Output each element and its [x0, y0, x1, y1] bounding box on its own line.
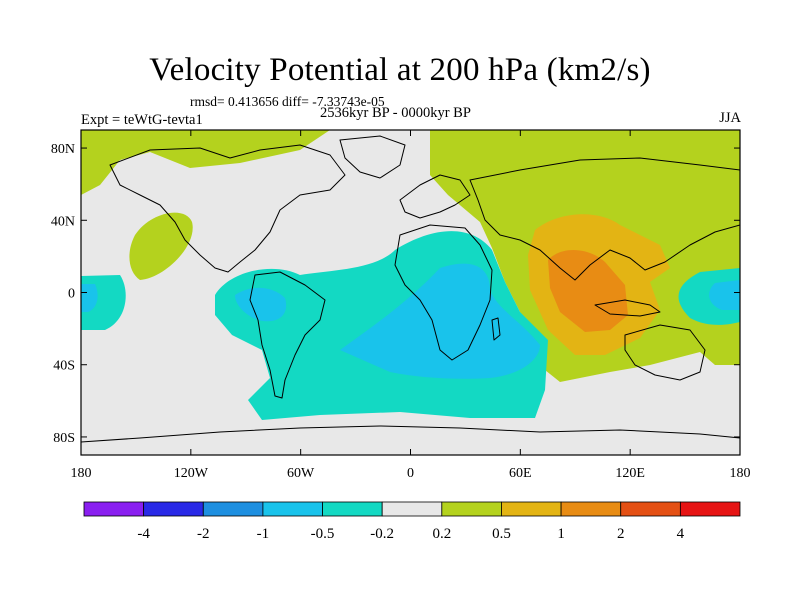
colorbar-label: -2 [197, 526, 210, 542]
colorbar-label: -1 [257, 526, 270, 542]
colorbar-swatch [441, 501, 502, 517]
lon-tick-label: 180 [730, 466, 751, 481]
colorbar: -4 -2 -1 -0.5 -0.2 0.2 0.5 1 2 4 [83, 501, 741, 542]
lon-tick-label: 60W [287, 466, 315, 481]
period-label: 2536kyr BP - 0000kyr BP [320, 105, 471, 121]
field-contours [81, 130, 740, 443]
colorbar-label: -4 [137, 526, 150, 542]
lon-tick-label: 180 [71, 466, 92, 481]
lon-tick-label: 60E [509, 466, 532, 481]
contour-negative-mid-africa [340, 263, 540, 379]
lon-tick-label: 0 [407, 466, 414, 481]
colorbar-swatch [143, 501, 204, 517]
map-title: Velocity Potential at 200 hPa (km2/s) [149, 52, 651, 88]
colorbar-swatch [560, 501, 622, 517]
lat-tick-label: 40S [53, 359, 75, 374]
season-label: JJA [719, 110, 741, 126]
lon-tick-label: 120W [174, 466, 209, 481]
colorbar-swatch [679, 501, 741, 517]
colorbar-swatch [322, 501, 383, 517]
coastlines [81, 135, 740, 443]
colorbar-swatch [202, 501, 264, 517]
lat-axis: 80N 40N 0 40S 80S [51, 142, 740, 446]
colorbar-label: -0.5 [311, 526, 335, 542]
colorbar-label: 0.5 [492, 526, 511, 542]
colorbar-swatch [620, 501, 681, 517]
lat-tick-label: 80S [53, 431, 75, 446]
colorbar-label: 0.2 [432, 526, 451, 542]
colorbar-swatch [381, 501, 443, 517]
lat-tick-label: 40N [51, 214, 75, 229]
lon-axis: 180 120W 60W 0 60E 120E 180 [71, 130, 751, 481]
contour-positive-strong [548, 250, 628, 332]
contour-negative-mid-samerica [235, 287, 287, 322]
contour-negative-mid-pacific-w [81, 284, 98, 312]
colorbar-swatch [262, 501, 323, 517]
contour-positive-weak-pacific [129, 212, 193, 280]
experiment-label: Expt = teWtG-tevta1 [81, 112, 203, 128]
contour-positive-weak-arctic [81, 130, 330, 195]
stats-text: rmsd= 0.413656 diff= -7.33743e-05 [190, 94, 385, 109]
lat-tick-label: 80N [51, 142, 75, 157]
colorbar-label: -0.2 [370, 526, 394, 542]
colorbar-label: 4 [677, 526, 685, 542]
colorbar-swatch [83, 501, 145, 517]
lon-tick-label: 120E [615, 466, 645, 481]
colorbar-label: 2 [617, 526, 625, 542]
colorbar-swatch [501, 501, 562, 517]
contour-negative-mid-pacific-e [709, 280, 740, 310]
lat-tick-label: 0 [68, 287, 75, 302]
colorbar-label: 1 [557, 526, 565, 542]
